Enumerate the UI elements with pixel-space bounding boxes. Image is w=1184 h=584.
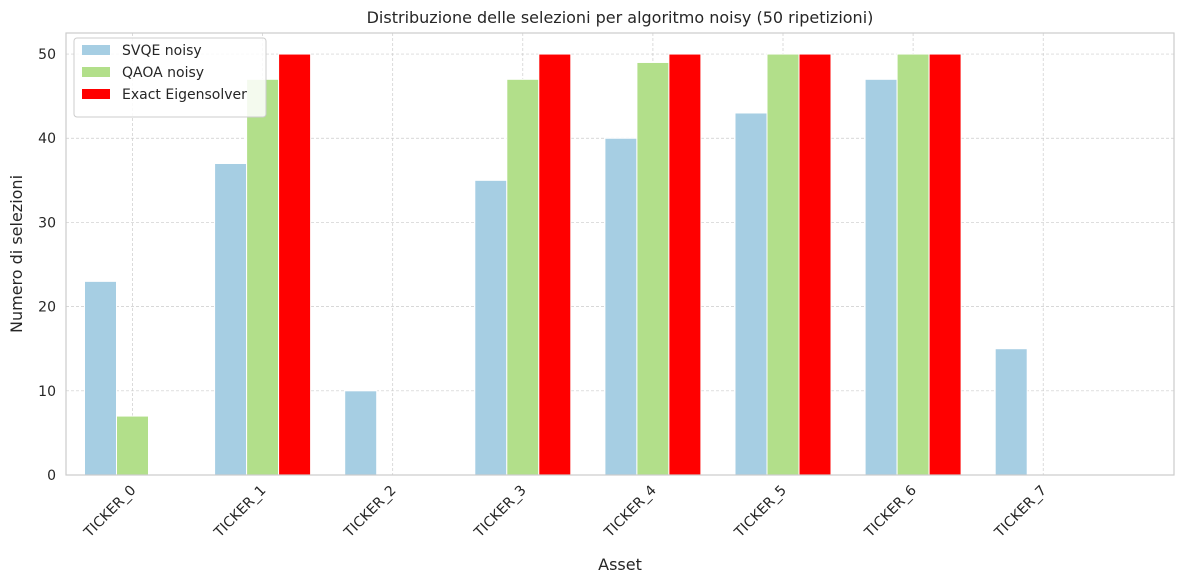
bar xyxy=(344,390,378,476)
x-tick-label: TICKER_7 xyxy=(991,483,1050,542)
legend-box xyxy=(73,37,267,118)
bar xyxy=(668,53,702,476)
plot-frame xyxy=(65,32,1175,476)
x-ticks: TICKER_0 TICKER_1 TICKER_2 TICKER_3 TICKER_4… xyxy=(81,482,1050,541)
bar xyxy=(604,137,638,476)
bar xyxy=(214,162,248,476)
legend-label: Exact Eigensolver xyxy=(122,87,247,103)
bar xyxy=(84,280,117,476)
bars xyxy=(84,53,1028,476)
bar xyxy=(278,53,312,476)
bar xyxy=(928,53,962,476)
legend-swatch xyxy=(82,89,110,99)
bar xyxy=(116,415,149,476)
x-tick-label: TICKER_1 xyxy=(211,483,270,542)
x-tick-label: TICKER_2 xyxy=(341,483,400,542)
x-tick-label: TICKER_3 xyxy=(471,483,530,542)
y-tick-label: 20 xyxy=(38,300,56,316)
bar xyxy=(994,348,1028,476)
legend-label: QAOA noisy xyxy=(122,65,204,81)
bar xyxy=(766,53,800,476)
legend-label: SVQE noisy xyxy=(122,43,202,59)
bar xyxy=(734,112,768,476)
y-tick-label: 30 xyxy=(38,215,56,231)
x-tick-label: TICKER_5 xyxy=(731,483,790,542)
y-tick-label: 50 xyxy=(38,47,56,63)
y-tick-label: 40 xyxy=(38,131,56,147)
x-tick-label: TICKER_6 xyxy=(861,482,920,541)
y-axis-label: Numero di selezioni xyxy=(7,175,26,333)
bar xyxy=(246,78,280,476)
bar xyxy=(864,78,898,476)
x-tick-label: TICKER_4 xyxy=(601,482,660,541)
legend-swatch xyxy=(82,45,110,55)
bar xyxy=(506,78,540,476)
legend-swatch xyxy=(82,67,110,77)
y-tick-label: 10 xyxy=(38,384,56,400)
bar xyxy=(474,179,508,476)
bar xyxy=(798,53,832,476)
legend: SVQE noisy QAOA noisy Exact Eigensolver xyxy=(73,37,267,118)
bar xyxy=(538,53,572,476)
x-tick-label: TICKER_0 xyxy=(81,483,140,542)
y-tick-label: 0 xyxy=(47,468,56,484)
bar xyxy=(896,53,930,476)
y-ticks: 0 10 20 30 40 50 xyxy=(38,47,56,484)
chart-title: Distribuzione delle selezioni per algori… xyxy=(367,8,874,27)
bar xyxy=(636,61,670,476)
x-axis-label: Asset xyxy=(598,555,642,574)
